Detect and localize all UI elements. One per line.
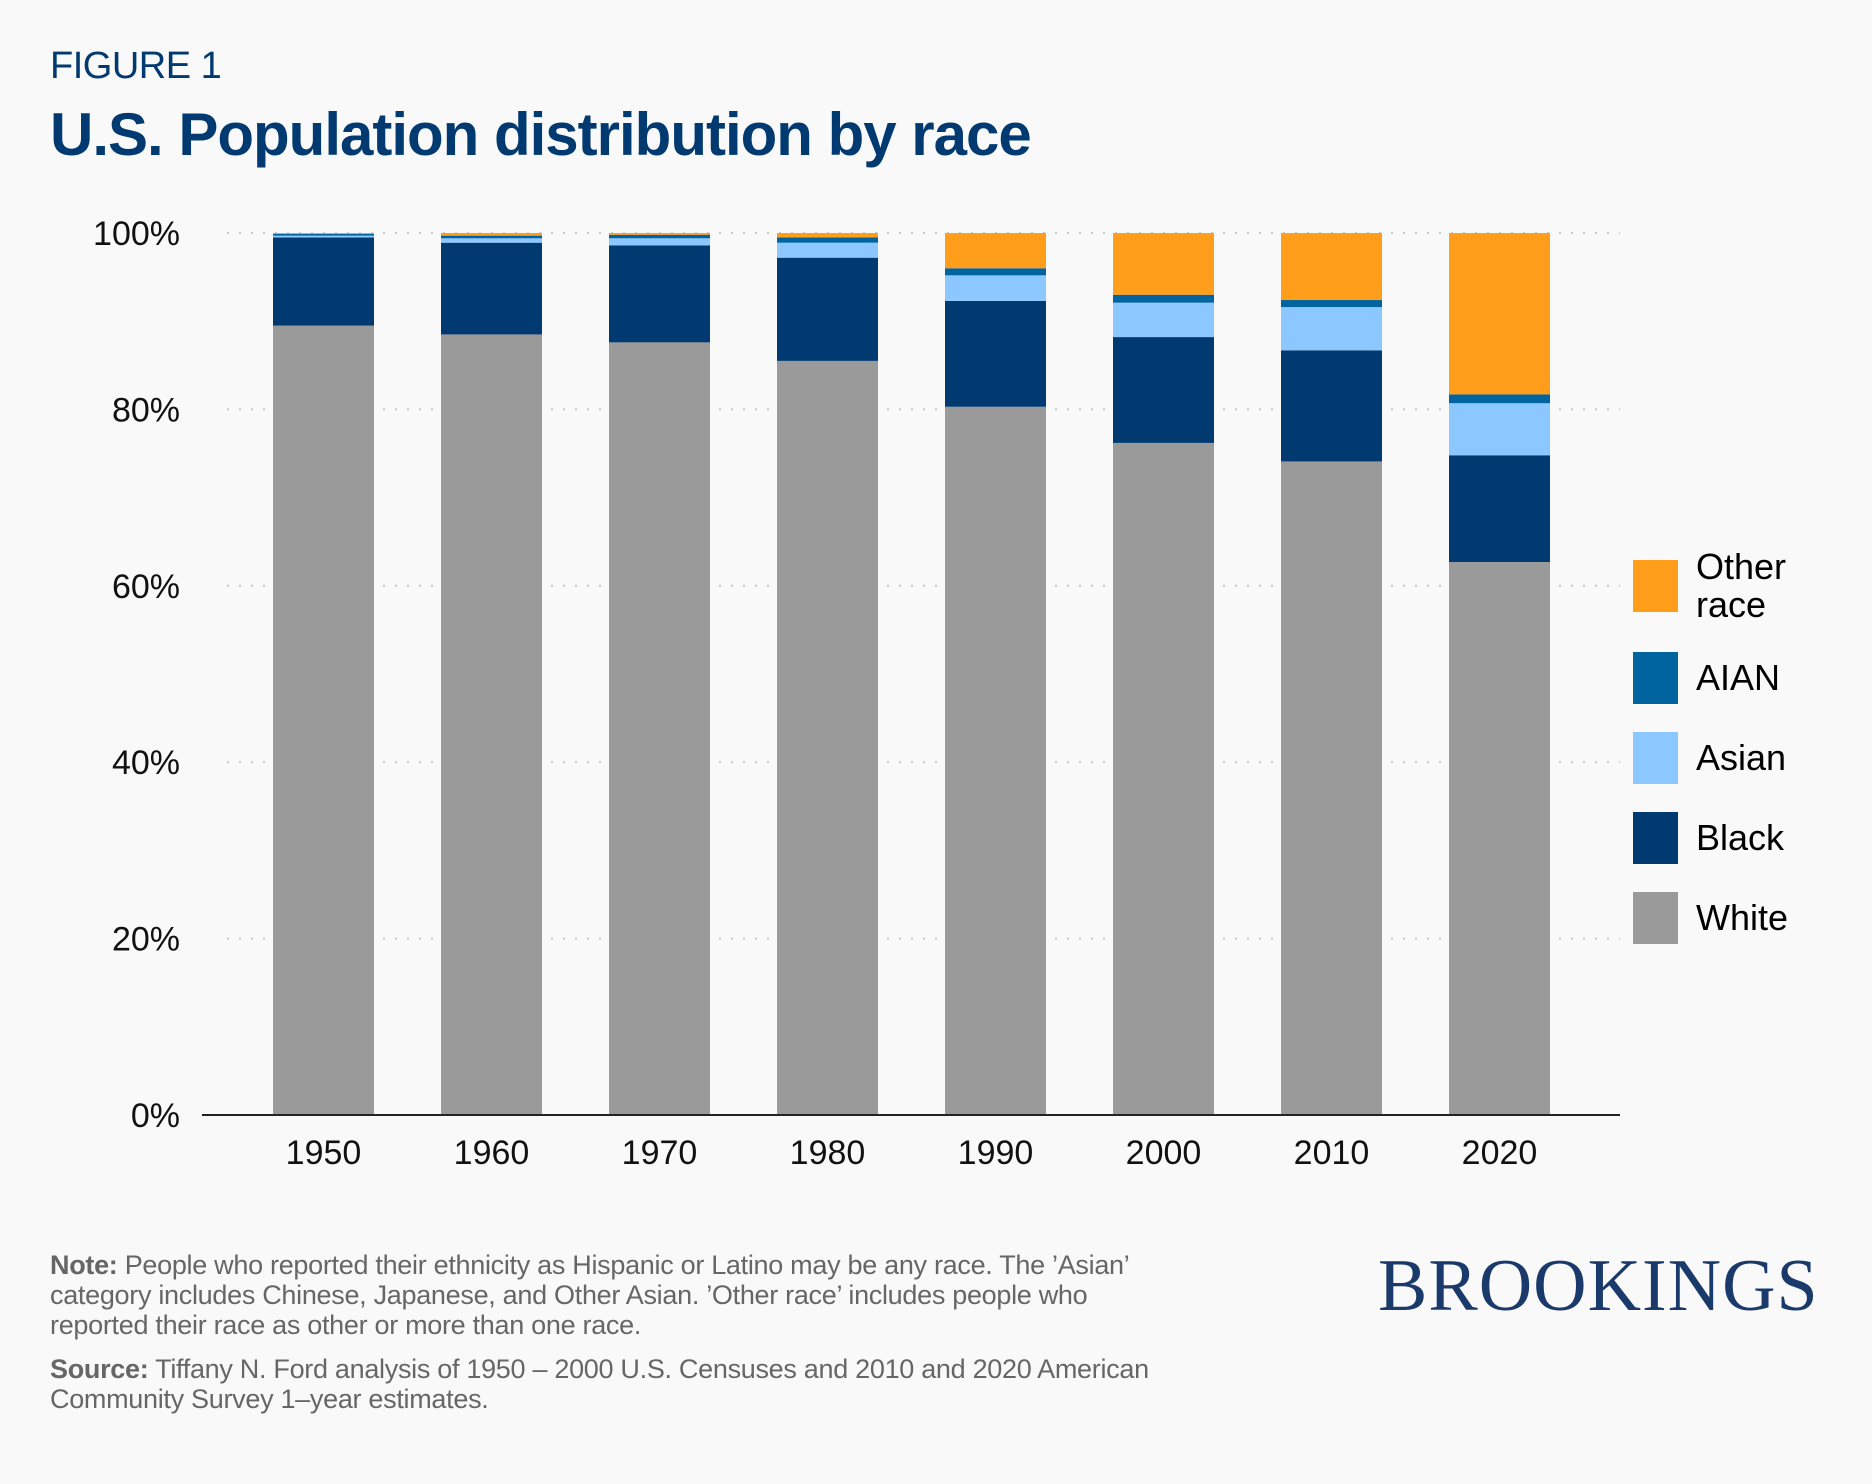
footnotes: Note: People who reported their ethnicit… xyxy=(50,1250,1170,1428)
bar-segment-white xyxy=(1449,561,1550,1115)
bar-segment-asian xyxy=(273,235,374,238)
bar-segment-other-race xyxy=(1281,233,1382,301)
bar-segment-asian xyxy=(1449,403,1550,456)
x-tick-label: 1980 xyxy=(790,1134,866,1172)
y-tick-label: 80% xyxy=(112,391,180,429)
bar-stack-1950 xyxy=(273,233,374,1115)
bar-segment-other-race xyxy=(777,233,878,238)
bar-segment-aian xyxy=(1113,294,1214,303)
bar-segment-aian xyxy=(945,268,1046,276)
x-tick-label: 2020 xyxy=(1462,1134,1538,1172)
bar-segment-asian xyxy=(441,238,542,243)
legend-label: Asian xyxy=(1696,737,1787,778)
bar-segment-asian xyxy=(777,242,878,258)
bar-segment-aian xyxy=(273,233,374,236)
y-tick-label: 0% xyxy=(131,1097,180,1135)
gridlines xyxy=(227,232,1620,940)
bar-stack-2010 xyxy=(1281,233,1382,1115)
legend-label: AIAN xyxy=(1696,657,1781,698)
bar-segment-white xyxy=(441,334,542,1115)
legend-swatch xyxy=(1633,732,1678,784)
legend-swatch xyxy=(1633,560,1678,612)
figure-label: FIGURE 1 xyxy=(50,45,222,87)
legend-swatch xyxy=(1633,812,1678,864)
bar-segment-white xyxy=(945,406,1046,1115)
bar-segment-other-race xyxy=(1449,233,1550,395)
bar-stack-2000 xyxy=(1113,233,1214,1115)
bar-segment-black xyxy=(609,245,710,343)
x-tick-label: 1960 xyxy=(454,1134,530,1172)
bar-segment-white xyxy=(273,325,374,1115)
bar-segment-other-race xyxy=(609,233,710,235)
bar-segment-black xyxy=(1449,455,1550,562)
legend-swatch xyxy=(1633,652,1678,704)
y-axis-ticks: 0% 20% 40% 60% 80% 100% xyxy=(93,215,180,1135)
bar-segment-black xyxy=(441,242,542,335)
legend-label: Other race xyxy=(1696,546,1787,625)
bar-segment-asian xyxy=(1281,307,1382,351)
chart-title: U.S. Population distribution by race xyxy=(50,101,1032,168)
note-label: Note: xyxy=(50,1250,118,1280)
bar-segment-other-race xyxy=(945,233,1046,269)
bar-segment-black xyxy=(777,257,878,361)
x-tick-label: 2010 xyxy=(1294,1134,1370,1172)
bar-segment-black xyxy=(273,237,374,326)
x-tick-label: 1950 xyxy=(286,1134,362,1172)
x-tick-label: 2000 xyxy=(1126,1134,1202,1172)
y-tick-label: 20% xyxy=(112,921,180,959)
bar-segment-asian xyxy=(945,275,1046,301)
note-text: People who reported their ethnicity as H… xyxy=(50,1250,1129,1340)
legend-item-white: White xyxy=(1633,892,1836,944)
bar-segment-other-race xyxy=(273,233,374,234)
source-text: Tiffany N. Ford analysis of 1950 – 2000 … xyxy=(50,1354,1149,1414)
brookings-logo: BROOKINGS xyxy=(1378,1245,1819,1327)
bar-stack-2020 xyxy=(1449,233,1550,1115)
bar-stack-1960 xyxy=(441,233,542,1115)
y-tick-label: 40% xyxy=(112,744,180,782)
bar-segment-aian xyxy=(609,234,710,239)
bar-segment-aian xyxy=(441,235,542,239)
bar-segment-black xyxy=(945,300,1046,407)
bar-stack-1980 xyxy=(777,233,878,1115)
bar-segment-white xyxy=(1281,461,1382,1115)
legend-swatch xyxy=(1633,892,1678,944)
bar-segment-white xyxy=(777,360,878,1115)
legend-label: Black xyxy=(1696,817,1785,858)
bar-segment-asian xyxy=(609,238,710,246)
legend-item-black: Black xyxy=(1633,812,1836,864)
bar-segment-aian xyxy=(777,237,878,243)
bar-segment-asian xyxy=(1113,302,1214,338)
x-tick-label: 1990 xyxy=(958,1134,1034,1172)
x-axis-ticks: 1950 1960 1970 1980 1990 2000 2010 2020 xyxy=(286,1134,1538,1172)
bars xyxy=(273,233,1550,1115)
bar-stack-1970 xyxy=(609,233,710,1115)
bar-segment-black xyxy=(1281,350,1382,462)
bar-segment-other-race xyxy=(1113,233,1214,295)
note: Note: People who reported their ethnicit… xyxy=(50,1250,1170,1340)
bar-segment-white xyxy=(1113,442,1214,1115)
legend-item-other-race: Other race xyxy=(1633,548,1836,624)
y-tick-label: 100% xyxy=(93,215,180,253)
bar-segment-black xyxy=(1113,337,1214,443)
bar-segment-other-race xyxy=(441,233,542,236)
y-tick-label: 60% xyxy=(112,568,180,606)
source-label: Source: xyxy=(50,1354,149,1384)
x-tick-label: 1970 xyxy=(622,1134,698,1172)
legend-label: White xyxy=(1696,897,1789,938)
legend: Other race AIAN Asian Black White xyxy=(1633,548,1836,972)
bar-segment-aian xyxy=(1281,300,1382,308)
bar-segment-white xyxy=(609,342,710,1115)
legend-item-aian: AIAN xyxy=(1633,652,1836,704)
bar-stack-1990 xyxy=(945,233,1046,1115)
bar-segment-aian xyxy=(1449,394,1550,404)
stacked-bar-chart: 0% 20% 40% 60% 80% 100% 1950 1960 1970 1980 1990 2… xyxy=(93,215,1620,1172)
source: Source: Tiffany N. Ford analysis of 1950… xyxy=(50,1354,1170,1414)
legend-item-asian: Asian xyxy=(1633,732,1836,784)
